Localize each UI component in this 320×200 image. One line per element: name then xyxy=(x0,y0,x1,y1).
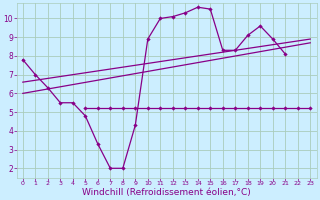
X-axis label: Windchill (Refroidissement éolien,°C): Windchill (Refroidissement éolien,°C) xyxy=(82,188,251,197)
